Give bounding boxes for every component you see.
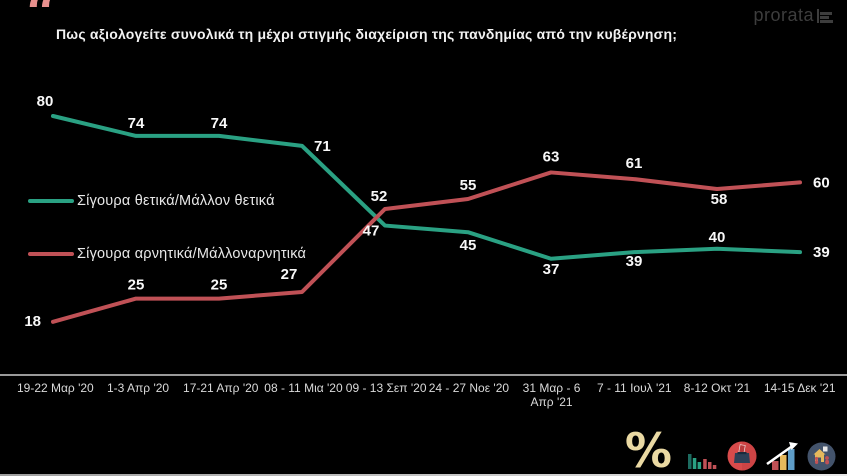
data-label: 60 xyxy=(813,174,830,191)
bar-chart-icon xyxy=(688,454,717,469)
negative-line-swatch xyxy=(28,252,74,256)
data-label: 80 xyxy=(37,93,54,110)
community-icon xyxy=(807,442,836,471)
legend-label-negative: Σίγουρα αρνητικά/Μάλλοναρνητικά xyxy=(77,246,307,262)
data-label: 37 xyxy=(543,261,560,278)
data-label: 39 xyxy=(626,253,643,270)
legend-item-positive: Σίγουρα θετικά/Μάλλον θετικά xyxy=(28,193,275,209)
series-line-0 xyxy=(51,114,802,261)
footer-icons: % xyxy=(624,424,837,476)
percent-icon: % xyxy=(624,424,672,476)
x-axis-label: 17-21 Απρ '20 xyxy=(183,381,259,395)
positive-line-swatch xyxy=(28,199,74,203)
chart-title: Πως αξιολογείτε συνολικά τη μέχρι στιγμή… xyxy=(56,26,678,42)
bar-chart-logo-icon xyxy=(817,8,833,23)
data-label: 45 xyxy=(460,237,477,254)
ballot-box-icon xyxy=(727,441,757,471)
data-label: 58 xyxy=(711,191,728,208)
legend-item-negative: Σίγουρα αρνητικά/Μάλλοναρνητικά xyxy=(28,246,306,262)
data-label: 63 xyxy=(543,148,560,165)
x-axis-label: 1-3 Απρ '20 xyxy=(107,381,170,395)
data-label: 74 xyxy=(211,115,228,132)
data-label: 47 xyxy=(363,223,380,240)
data-label: 18 xyxy=(24,313,41,330)
data-label: 74 xyxy=(128,115,145,132)
data-label: 27 xyxy=(281,266,298,283)
x-axis-label: 31 Μαρ - 6 Απρ '21 xyxy=(522,381,581,410)
x-axis-label: 09 - 13 Σεπ '20 xyxy=(345,381,427,395)
data-label: 25 xyxy=(128,277,145,294)
data-label: 40 xyxy=(709,229,726,246)
brand-name: prorata xyxy=(753,5,814,25)
x-axis-label: 7 - 11 Ιουλ '21 xyxy=(596,381,672,395)
data-label: 71 xyxy=(314,138,331,155)
x-axis-label: 08 - 11 Μια '20 xyxy=(264,381,343,395)
quote-icon: “ xyxy=(26,0,58,45)
data-label: 61 xyxy=(626,155,643,172)
x-axis-line xyxy=(0,374,847,376)
x-axis-label: 19-22 Μαρ '20 xyxy=(16,381,94,395)
x-axis-label: 24 - 27 Νοε '20 xyxy=(428,381,510,395)
series-line-1 xyxy=(51,170,802,324)
x-axis-label: 14-15 Δεκ '21 xyxy=(763,381,836,395)
data-label: 52 xyxy=(371,188,388,205)
data-label: 39 xyxy=(813,244,830,261)
legend-label-positive: Σίγουρα θετικά/Μάλλον θετικά xyxy=(77,193,275,209)
trend-chart-icon xyxy=(766,442,798,470)
slide-bottom-edge xyxy=(0,474,847,476)
x-axis-labels: 19-22 Μαρ '20 1-3 Απρ '20 17-21 Απρ '20 … xyxy=(14,381,841,410)
data-label: 25 xyxy=(211,277,228,294)
data-label: 55 xyxy=(460,177,477,194)
line-chart-canvas: 80 74 74 71 47 45 37 39 40 39 18 25 25 27 52 55 63 61 58 60 xyxy=(24,93,830,330)
brand-logo: prorata xyxy=(753,5,833,26)
x-axis-label: 8-12 Οκτ '21 xyxy=(683,381,751,395)
